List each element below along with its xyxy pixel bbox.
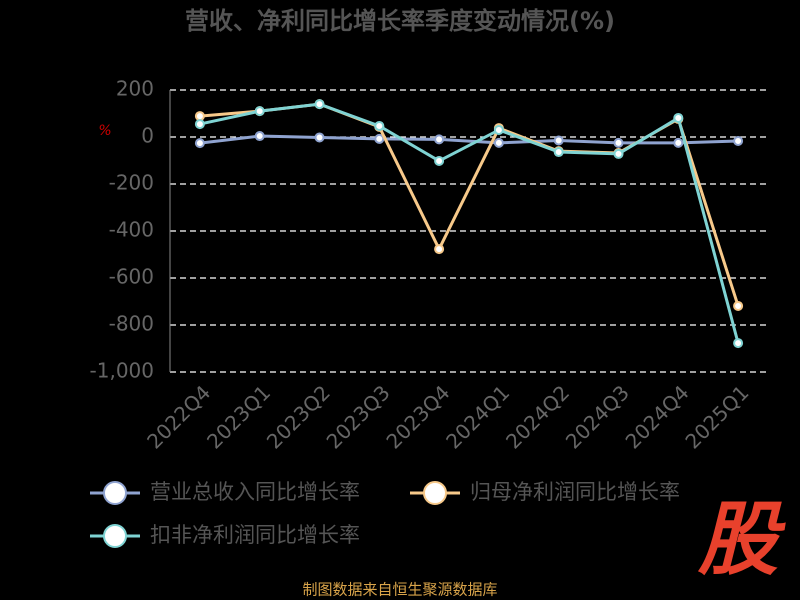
point-marker <box>254 131 265 142</box>
legend-marker <box>423 481 447 505</box>
point-marker <box>314 132 325 143</box>
x-tick-label: 2024Q3 <box>561 380 634 453</box>
x-tick-label: 2024Q4 <box>621 380 694 453</box>
point-marker <box>194 111 205 122</box>
legend-label: 营业总收入同比增长率 <box>150 480 360 504</box>
series-line <box>199 102 740 307</box>
y-axis-label: % <box>98 123 111 139</box>
point-marker <box>673 137 684 148</box>
y-tick-label: -200 <box>109 171 154 195</box>
watermark-logo: 股 <box>697 493 786 586</box>
y-tick-label: 0 <box>141 124 154 148</box>
point-marker <box>434 134 445 145</box>
chart-title: 营收、净利同比增长率季度变动情况(%) <box>185 7 615 35</box>
x-tick-label: 2022Q4 <box>142 380 215 453</box>
x-tick-label: 2023Q2 <box>262 380 335 453</box>
source-note: 制图数据来自恒生聚源数据库 <box>302 581 497 599</box>
y-tick-label: -400 <box>109 218 154 242</box>
legend-marker <box>103 524 127 548</box>
point-marker <box>374 120 385 131</box>
y-tick-label: -800 <box>109 312 154 336</box>
x-tick-label: 2025Q1 <box>680 380 753 453</box>
point-marker <box>553 135 564 146</box>
point-marker <box>613 137 624 148</box>
point-marker <box>434 155 445 166</box>
y-tick-label: -600 <box>109 265 154 289</box>
series-line <box>199 102 740 344</box>
x-tick-label: 2023Q4 <box>381 380 454 453</box>
point-marker <box>434 244 445 255</box>
x-tick-label: 2023Q1 <box>202 380 275 453</box>
point-marker <box>733 135 744 146</box>
x-tick-label: 2024Q1 <box>441 380 514 453</box>
point-marker <box>613 148 624 159</box>
point-marker <box>254 106 265 117</box>
point-marker <box>374 133 385 144</box>
point-marker <box>194 119 205 130</box>
x-tick-label: 2024Q2 <box>501 380 574 453</box>
point-marker <box>733 338 744 349</box>
point-marker <box>493 124 504 135</box>
point-marker <box>553 147 564 158</box>
point-marker <box>493 137 504 148</box>
series-line <box>199 134 739 145</box>
y-tick-label: 200 <box>116 77 154 101</box>
x-tick-label: 2023Q3 <box>322 380 395 453</box>
legend-label: 归母净利润同比增长率 <box>470 480 680 504</box>
y-tick-label: -1,000 <box>90 359 154 383</box>
point-marker <box>314 99 325 110</box>
point-marker <box>733 300 744 311</box>
point-marker <box>194 138 205 149</box>
legend-marker <box>103 481 127 505</box>
legend-label: 扣非净利润同比增长率 <box>150 523 360 547</box>
point-marker <box>673 112 684 123</box>
